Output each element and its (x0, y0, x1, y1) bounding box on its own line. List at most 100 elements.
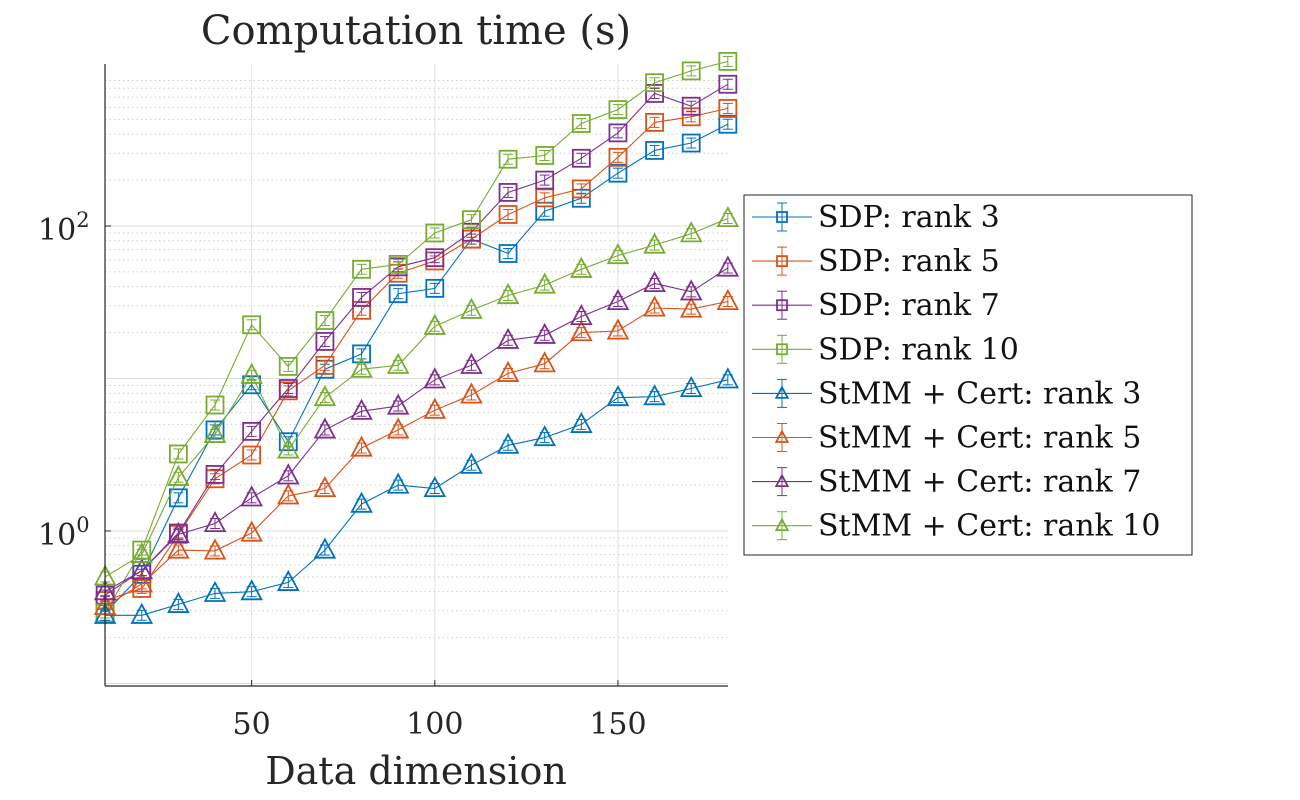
legend-item[interactable]: SDP: rank 7 (752, 288, 1000, 323)
legend-marker (774, 429, 790, 443)
legend-label: StMM + Cert: rank 5 (818, 421, 1141, 456)
data-point (718, 52, 738, 71)
series-line (104, 123, 729, 614)
data-point (386, 417, 410, 439)
legend-label: StMM + Cert: rank 7 (818, 465, 1141, 500)
data-point (425, 248, 445, 268)
data-point (462, 210, 481, 230)
data-point (533, 322, 556, 344)
data-point (386, 393, 410, 415)
legend-item[interactable]: SDP: rank 10 (752, 332, 1019, 367)
data-point (277, 569, 300, 591)
data-point (423, 475, 447, 498)
series-7 (93, 205, 740, 586)
data-point (278, 379, 298, 398)
data-point (496, 432, 520, 454)
data-point (570, 256, 593, 278)
legend-item[interactable]: StMM + Cert: rank 10 (752, 509, 1160, 544)
data-point (313, 537, 337, 559)
data-point (570, 320, 593, 342)
data-point (167, 591, 190, 613)
y-tick-label: 102 (38, 208, 90, 248)
data-point (167, 537, 190, 559)
data-point (130, 602, 154, 624)
legend-item[interactable]: SDP: rank 3 (752, 200, 1000, 235)
data-point (386, 472, 410, 494)
data-point (168, 444, 188, 464)
legend-marker (776, 255, 788, 268)
data-point (240, 520, 263, 542)
data-point (681, 96, 701, 116)
legend-marker (776, 211, 788, 223)
data-point (423, 397, 447, 419)
legend-label: SDP: rank 3 (818, 200, 1000, 235)
data-point (352, 288, 371, 307)
data-point (203, 580, 227, 602)
data-point (350, 356, 373, 378)
data-point (608, 163, 628, 183)
data-point (242, 445, 262, 465)
legend-item[interactable]: SDP: rank 5 (752, 244, 1000, 279)
data-point (533, 272, 556, 294)
data-point (203, 538, 227, 560)
series-5 (93, 288, 740, 616)
grid (105, 64, 728, 686)
axes: 50 100 150 100 102 (38, 64, 728, 742)
legend-marker (776, 299, 788, 312)
legend-marker (774, 473, 790, 488)
data-point (130, 558, 154, 580)
data-point (460, 452, 483, 474)
x-axis-label: Data dimension (265, 749, 567, 793)
data-point (571, 114, 591, 133)
legend-label: StMM + Cert: rank 10 (818, 509, 1160, 544)
data-point (277, 463, 300, 485)
legend-label: SDP: rank 5 (818, 244, 1000, 279)
data-point (570, 411, 593, 433)
data-point (313, 475, 337, 498)
data-point (130, 571, 154, 593)
data-point (277, 437, 300, 459)
legend-item[interactable]: StMM + Cert: rank 3 (752, 376, 1141, 411)
legend-item[interactable]: StMM + Cert: rank 5 (752, 421, 1141, 456)
data-point (313, 385, 337, 407)
data-point (498, 183, 518, 202)
data-point (643, 295, 666, 317)
data-point (423, 367, 447, 389)
data-point (242, 315, 262, 335)
legend-item[interactable]: StMM + Cert: rank 7 (752, 465, 1141, 500)
data-point (643, 232, 666, 254)
data-point (681, 133, 701, 153)
data-point (645, 112, 664, 132)
data-point (679, 296, 703, 318)
data-point (570, 303, 593, 326)
data-point (205, 395, 225, 415)
legend-marker (776, 343, 788, 356)
series-line (104, 60, 728, 614)
series-1 (95, 99, 738, 610)
legend-box (743, 194, 1193, 556)
data-point (679, 279, 703, 301)
data-point (645, 73, 664, 93)
data-point (571, 179, 591, 199)
legend[interactable]: SDP: rank 3 SDP: rank 5 SDP: rank 7 SDP: ra… (743, 194, 1193, 556)
data-point (277, 483, 300, 505)
data-point (203, 421, 227, 443)
data-point (571, 148, 591, 168)
data-point (718, 74, 738, 94)
series-2 (95, 74, 738, 605)
data-point (608, 147, 628, 167)
x-tick-label: 50 (233, 707, 271, 742)
data-point (167, 521, 190, 543)
series-3 (95, 52, 738, 623)
data-point (350, 491, 373, 513)
data-point (606, 385, 630, 407)
legend-label: SDP: rank 10 (818, 332, 1019, 367)
legend-marker (774, 385, 790, 399)
data-point (533, 351, 556, 373)
legend-label: SDP: rank 7 (818, 288, 1000, 323)
data-point (608, 123, 628, 143)
data-point (167, 464, 190, 486)
data-point (606, 318, 630, 340)
data-point (203, 510, 227, 533)
data-point (645, 141, 664, 160)
